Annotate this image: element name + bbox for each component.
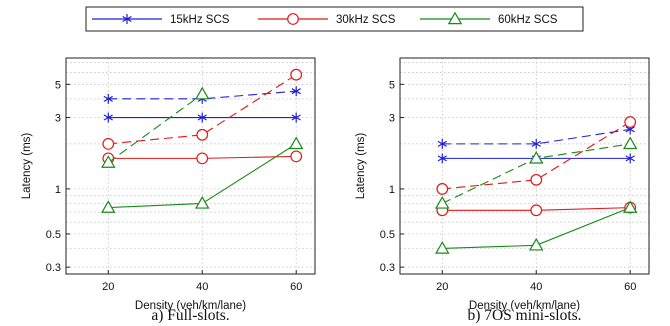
x-tick-label: 60 [290,281,302,293]
data-point [622,200,638,213]
data-point [101,155,116,168]
data-point [291,86,301,97]
x-tick-label: 40 [530,281,542,293]
panel-full-slots: 0.3 0.5 1 3 5 20 40 60 Density (veh/km/lane) Late… [21,57,316,324]
data-point [195,86,210,100]
series-30khz-scs-dashed [102,68,303,150]
data-point [622,136,638,150]
y-axis-label: Latency (ms) [355,133,367,200]
legend-marker [287,13,299,25]
series-line [108,90,297,100]
x-tick-label: 20 [102,281,114,293]
data-point [529,150,544,164]
legend-label: 30kHz SCS [336,14,396,26]
x-tick-label: 60 [624,281,636,293]
x-axis-label: Density (veh/km/lane) [135,300,246,312]
data-point [102,137,115,150]
series-30khz-scs-dashed [436,116,637,195]
data-point [435,196,450,209]
data-point [103,112,113,123]
data-point [435,241,450,254]
series-line [442,128,631,145]
y-tick-label: 3 [389,113,395,125]
y-tick-label: 5 [55,79,61,91]
data-point [530,173,543,186]
data-point [624,116,637,128]
grid [400,58,649,274]
plot-frame [65,57,316,275]
legend-marker [122,14,132,24]
legend-marker [447,11,463,25]
y-axis-label: Latency (ms) [21,133,33,200]
y-tick-label: 0.3 [380,262,395,274]
series-15khz-scs-dashed [437,124,635,149]
series-line [107,93,203,164]
data-point [625,153,635,164]
x-tick-label: 20 [436,281,448,293]
data-point [290,150,303,163]
plot-frame [399,57,650,275]
legend: 15kHz SCS 30kHz SCS 60kHz SCS [85,6,584,32]
legend-label: 15kHz SCS [170,14,230,26]
plot-area [400,58,649,274]
data-point [196,128,209,141]
data-point [195,196,210,209]
series-60khz-scs-solid [435,200,638,254]
data-point [103,93,113,104]
data-point [437,153,447,164]
panel-caption: b) 7OS mini-slots. [467,307,581,324]
data-point [530,204,543,217]
y-tick-label: 1 [55,184,61,196]
data-point [101,200,116,213]
series-15khz-scs-solid [103,112,301,123]
legend-label: 60kHz SCS [498,14,558,26]
legend-box [85,6,584,32]
x-tick-label: 40 [196,281,208,293]
panel-caption: a) Full-slots. [151,307,229,324]
data-point [197,112,207,123]
series-60khz-scs-dashed [101,86,210,168]
data-point [529,237,544,251]
panel-mini-slots: 0.3 0.5 1 3 5 20 40 60 Density (veh/km/lane) Late… [355,57,650,324]
data-point [288,136,304,150]
data-point [531,138,541,149]
y-tick-label: 5 [389,79,395,91]
data-point [291,112,301,123]
data-point [436,183,449,195]
y-tick-label: 1 [389,184,395,196]
x-axis-label: Density (veh/km/lane) [469,300,580,312]
y-tick-label: 3 [55,113,61,125]
data-point [290,68,303,81]
y-tick-label: 0.3 [46,262,61,274]
data-point [437,138,447,149]
y-tick-label: 0.5 [380,229,395,241]
series-line [108,74,297,145]
series-60khz-scs-solid [101,136,304,213]
series-60khz-scs-dashed [435,136,638,209]
y-tick-label: 0.5 [46,229,61,241]
data-point [196,152,209,165]
series-line [442,121,631,190]
